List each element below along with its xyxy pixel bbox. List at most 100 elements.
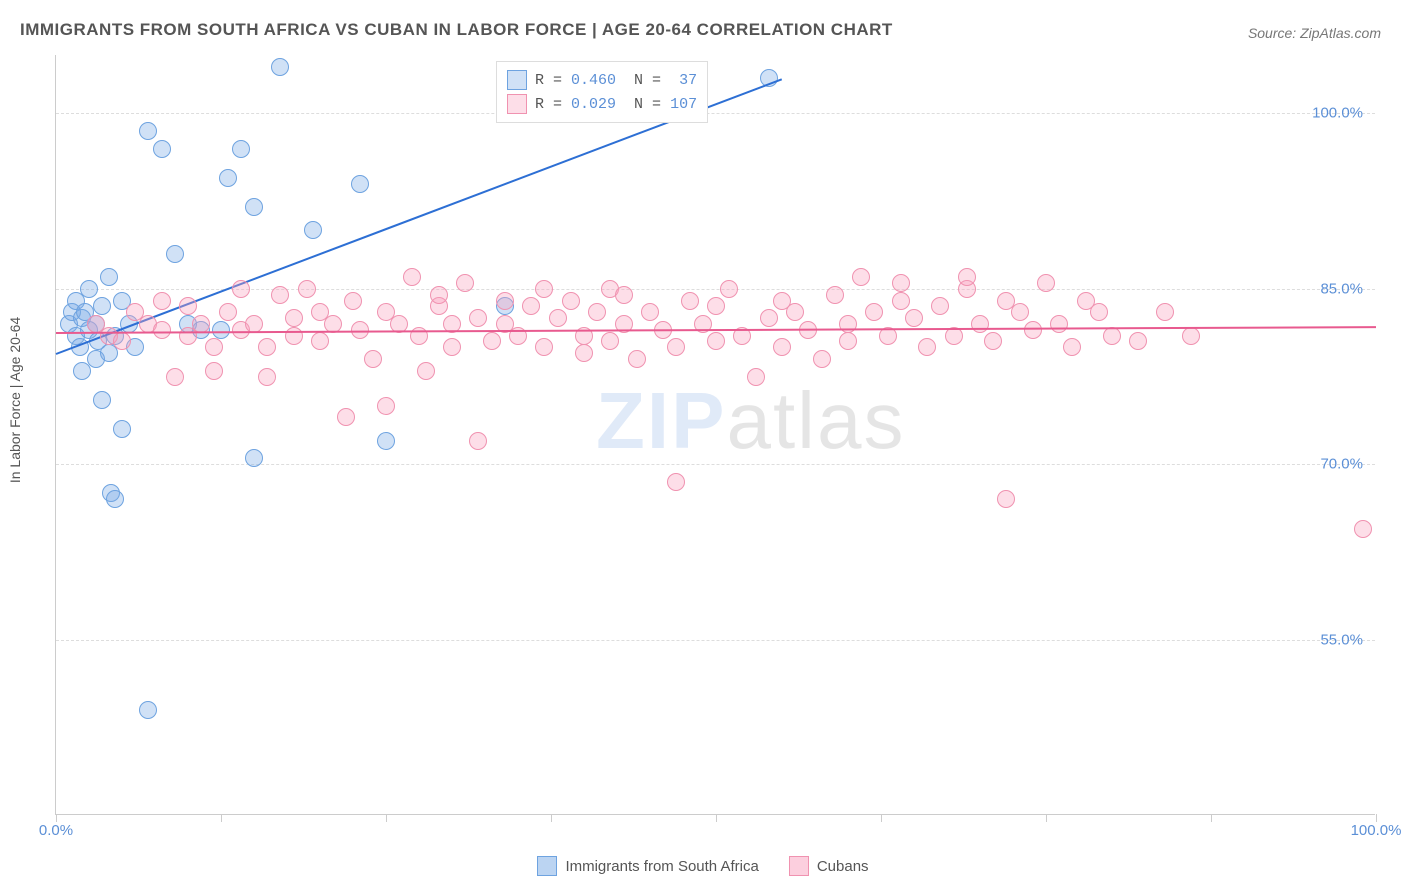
data-point	[1129, 332, 1147, 350]
data-point	[667, 473, 685, 491]
legend-swatch	[507, 70, 527, 90]
data-point	[615, 286, 633, 304]
x-tick	[56, 814, 57, 822]
data-point	[786, 303, 804, 321]
plot-area: ZIPatlas 55.0%70.0%85.0%100.0%0.0%100.0%…	[55, 55, 1375, 815]
legend-item: Cubans	[789, 856, 869, 876]
data-point	[469, 432, 487, 450]
data-point	[258, 338, 276, 356]
data-point	[113, 420, 131, 438]
legend-stats-row: R = 0.029 N = 107	[507, 92, 697, 116]
data-point	[483, 332, 501, 350]
data-point	[707, 332, 725, 350]
x-tick	[716, 814, 717, 822]
data-point	[456, 274, 474, 292]
data-point	[205, 362, 223, 380]
chart-container: IMMIGRANTS FROM SOUTH AFRICA VS CUBAN IN…	[0, 0, 1406, 892]
data-point	[1182, 327, 1200, 345]
y-tick-label: 70.0%	[1320, 456, 1363, 473]
data-point	[245, 449, 263, 467]
data-point	[628, 350, 646, 368]
data-point	[984, 332, 1002, 350]
data-point	[153, 321, 171, 339]
data-point	[166, 245, 184, 263]
watermark-bold: ZIP	[596, 376, 726, 465]
data-point	[522, 297, 540, 315]
data-point	[905, 309, 923, 327]
data-point	[588, 303, 606, 321]
data-point	[212, 321, 230, 339]
data-point	[271, 58, 289, 76]
gridline	[56, 640, 1375, 641]
data-point	[826, 286, 844, 304]
data-point	[667, 338, 685, 356]
data-point	[377, 432, 395, 450]
x-tick	[386, 814, 387, 822]
legend-label: Cubans	[817, 858, 869, 875]
data-point	[219, 169, 237, 187]
data-point	[232, 140, 250, 158]
data-point	[100, 268, 118, 286]
data-point	[971, 315, 989, 333]
data-point	[1037, 274, 1055, 292]
data-point	[245, 198, 263, 216]
data-point	[601, 332, 619, 350]
data-point	[344, 292, 362, 310]
data-point	[166, 368, 184, 386]
data-point	[839, 332, 857, 350]
legend-item: Immigrants from South Africa	[537, 856, 758, 876]
x-tick	[881, 814, 882, 822]
data-point	[192, 315, 210, 333]
data-point	[575, 344, 593, 362]
y-axis-label: In Labor Force | Age 20-64	[7, 317, 23, 483]
data-point	[113, 332, 131, 350]
data-point	[747, 368, 765, 386]
data-point	[958, 268, 976, 286]
data-point	[337, 408, 355, 426]
legend-swatch	[789, 856, 809, 876]
data-point	[219, 303, 237, 321]
legend-swatch	[507, 94, 527, 114]
data-point	[443, 338, 461, 356]
data-point	[430, 286, 448, 304]
data-point	[258, 368, 276, 386]
data-point	[1354, 520, 1372, 538]
data-point	[641, 303, 659, 321]
x-tick-label: 100.0%	[1351, 822, 1402, 839]
source-label: Source: ZipAtlas.com	[1248, 25, 1381, 41]
data-point	[205, 338, 223, 356]
legend-stats-text: R = 0.029 N = 107	[535, 96, 697, 113]
y-tick-label: 100.0%	[1312, 105, 1363, 122]
data-point	[285, 327, 303, 345]
data-point	[377, 397, 395, 415]
data-point	[892, 292, 910, 310]
data-point	[403, 268, 421, 286]
data-point	[271, 286, 289, 304]
x-tick	[221, 814, 222, 822]
data-point	[720, 280, 738, 298]
data-point	[1090, 303, 1108, 321]
watermark: ZIPatlas	[596, 375, 905, 467]
legend-stats-row: R = 0.460 N = 37	[507, 68, 697, 92]
data-point	[469, 309, 487, 327]
x-tick	[551, 814, 552, 822]
data-point	[139, 701, 157, 719]
legend-stats: R = 0.460 N = 37 R = 0.029 N = 107	[496, 61, 708, 123]
x-tick	[1046, 814, 1047, 822]
data-point	[997, 490, 1015, 508]
data-point	[1156, 303, 1174, 321]
data-point	[1050, 315, 1068, 333]
data-point	[351, 175, 369, 193]
data-point	[1063, 338, 1081, 356]
data-point	[298, 280, 316, 298]
legend-label: Immigrants from South Africa	[565, 858, 758, 875]
data-point	[93, 297, 111, 315]
x-tick	[1211, 814, 1212, 822]
data-point	[311, 332, 329, 350]
data-point	[496, 292, 514, 310]
data-point	[707, 297, 725, 315]
data-point	[931, 297, 949, 315]
data-point	[681, 292, 699, 310]
data-point	[80, 280, 98, 298]
gridline	[56, 113, 1375, 114]
